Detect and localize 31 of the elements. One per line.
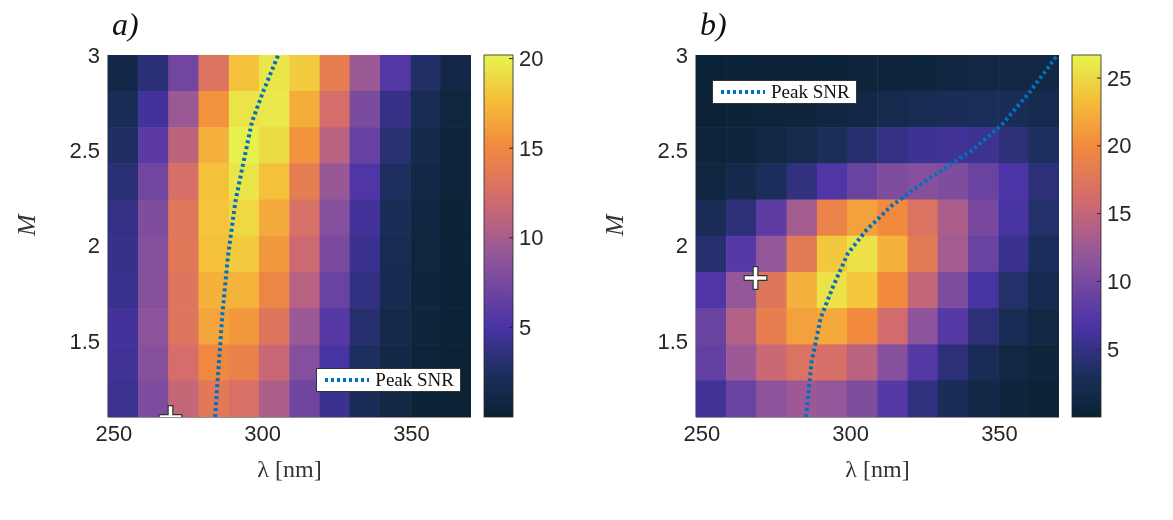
color-bar-label: 15: [519, 135, 544, 161]
color-bar-label: 5: [1107, 336, 1120, 362]
y-tick-label: 1.5: [657, 328, 688, 354]
y-tick-label: 2: [675, 233, 688, 259]
y-tick-label: 2: [87, 233, 100, 259]
x-tick-label: 300: [832, 420, 870, 446]
y-tick-label: 2.5: [657, 138, 688, 164]
y-tick-label: 3: [675, 42, 688, 68]
x-tick-label: 350: [981, 420, 1018, 446]
chart-title: b): [700, 6, 727, 43]
x-tick-label: 250: [95, 420, 133, 446]
legend-label: Peak SNR: [771, 81, 850, 104]
x-tick-label: 350: [393, 420, 430, 446]
chart-title: a): [112, 6, 139, 43]
y-tick-label: 2.5: [69, 138, 100, 164]
color-bar-label: 5: [519, 314, 532, 340]
y-axis-title: M: [600, 213, 630, 237]
color-bar-label: 25: [1107, 65, 1132, 91]
x-axis-title: λ [nm]: [845, 456, 910, 482]
color-bar-label: 20: [519, 46, 544, 72]
x-axis-title: λ [nm]: [257, 456, 322, 482]
x-tick-label: 250: [683, 420, 721, 446]
y-axis-title: M: [12, 213, 42, 237]
y-tick-label: 3: [87, 42, 100, 68]
legend-label: Peak SNR: [375, 368, 454, 391]
x-tick-label: 300: [244, 420, 282, 446]
color-bar-label: 10: [1107, 268, 1132, 294]
color-bar-label: 20: [1107, 133, 1132, 159]
color-bar-label: 15: [1107, 201, 1132, 227]
y-tick-label: 1.5: [69, 328, 100, 354]
color-bar-label: 10: [519, 225, 544, 251]
